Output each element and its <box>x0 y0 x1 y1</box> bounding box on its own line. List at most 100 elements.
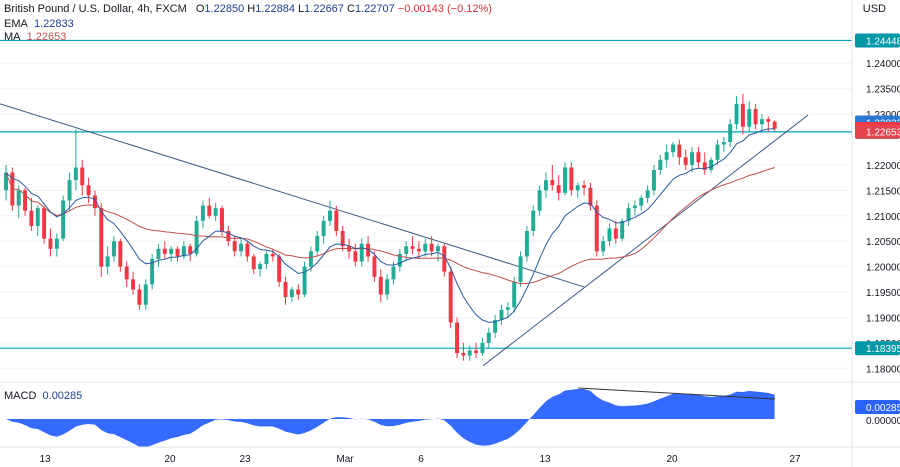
candle-body <box>200 205 205 221</box>
candle-body <box>270 253 275 257</box>
candle-body <box>118 241 123 267</box>
candle-body <box>702 162 707 170</box>
candle-body <box>315 236 320 252</box>
ema-label: EMA <box>4 18 28 30</box>
close-value: 1.22707 <box>354 3 395 15</box>
candle-body <box>23 190 28 211</box>
candle-body <box>543 180 548 191</box>
candle-body <box>131 279 136 290</box>
candle-body <box>181 246 186 257</box>
macd-label: MACD <box>4 390 37 402</box>
candle-body <box>493 319 498 333</box>
candle-body <box>143 284 148 305</box>
candle-body <box>137 289 142 305</box>
candle-body <box>556 185 561 193</box>
candle-body <box>194 220 199 254</box>
low-label: L <box>298 3 305 15</box>
candle-body <box>759 119 764 125</box>
time-tick-label: 6 <box>418 454 424 465</box>
ma-badge-label: 1.22653 <box>866 128 900 139</box>
candle-body <box>366 243 371 257</box>
ema-line <box>5 128 775 323</box>
candle-body <box>531 210 536 232</box>
candle-body <box>54 238 59 249</box>
candle-body <box>448 271 453 323</box>
candle-body <box>575 185 580 191</box>
time-tick-label: 20 <box>666 454 678 465</box>
candle-body <box>772 121 777 129</box>
level-badge-box <box>855 33 900 48</box>
candle-body <box>73 167 78 181</box>
macd-legend[interactable]: MACD 0.00285 <box>4 390 82 403</box>
candle-body <box>16 190 21 206</box>
candle-body <box>321 220 326 237</box>
ma-legend[interactable]: MA 1.22653 <box>4 31 66 44</box>
candle-body <box>86 185 91 196</box>
candle-body <box>613 228 618 239</box>
macd-zero-label: 0.00000 <box>866 416 900 427</box>
candle-body <box>474 350 479 354</box>
candle-body <box>372 256 377 277</box>
ma-label: MA <box>4 31 21 43</box>
candle-body <box>258 264 263 270</box>
price-tick-label: 1.20000 <box>866 263 900 274</box>
time-tick-label: 13 <box>539 454 551 465</box>
candle-body <box>328 210 332 221</box>
candle-body <box>626 208 631 221</box>
candle-body <box>353 251 358 262</box>
low-value: 1.22667 <box>304 3 344 15</box>
candle-body <box>378 276 383 295</box>
candle-body <box>416 248 421 252</box>
candle-body <box>92 195 97 209</box>
candle-body <box>289 289 294 298</box>
candle-body <box>683 157 688 165</box>
candle-body <box>518 256 523 282</box>
ma-badge-box <box>855 124 900 139</box>
close-label: C <box>346 3 355 15</box>
candle-body <box>645 190 650 198</box>
candle-body <box>569 167 574 191</box>
candle-body <box>42 208 47 239</box>
candle-body <box>340 231 345 247</box>
time-tick-label: 27 <box>789 454 801 465</box>
ema-legend[interactable]: EMA 1.22833 <box>4 18 74 31</box>
candle-body <box>721 142 726 145</box>
macd-value: 0.00285 <box>42 390 83 402</box>
ma-line <box>5 167 775 284</box>
ma-value: 1.22653 <box>26 31 67 43</box>
candle-body <box>709 159 714 170</box>
candle-body <box>391 266 396 280</box>
candle-body <box>455 322 459 354</box>
candle-body <box>308 251 313 267</box>
currency-label: USD <box>862 3 886 15</box>
candle-body <box>537 190 542 211</box>
price-tick-label: 1.19000 <box>866 313 900 324</box>
candle-body <box>442 246 447 272</box>
candle-body <box>677 144 682 158</box>
candle-body <box>429 243 434 252</box>
candle-body <box>220 208 224 232</box>
chart-header: British Pound / U.S. Dollar, 4h, FXCM O1… <box>4 3 492 16</box>
candle-body <box>435 246 440 252</box>
price-tick-label: 1.22000 <box>866 161 900 172</box>
candle-body <box>150 258 155 285</box>
time-tick-label: 23 <box>239 454 251 465</box>
level-badge-label: 1.24448 <box>866 36 900 47</box>
candle-body <box>671 144 675 153</box>
candle-body <box>728 124 733 143</box>
price-tick-label: 1.18000 <box>866 364 900 375</box>
candle-body <box>162 248 167 254</box>
candle-body <box>594 205 599 252</box>
price-tick-label: 1.21000 <box>866 212 900 223</box>
level-badge-label: 1.18395 <box>866 344 900 355</box>
candle-body <box>658 159 663 170</box>
price-tick-label: 1.24000 <box>866 59 900 70</box>
ema-value: 1.22833 <box>33 18 74 30</box>
symbol-title: British Pound / U.S. Dollar, 4h, FXCM <box>4 3 187 15</box>
descending-trendline <box>0 103 585 288</box>
time-tick-label: 20 <box>164 454 176 465</box>
candle-body <box>188 246 193 254</box>
candle-body <box>112 241 116 257</box>
candle-body <box>651 169 656 191</box>
